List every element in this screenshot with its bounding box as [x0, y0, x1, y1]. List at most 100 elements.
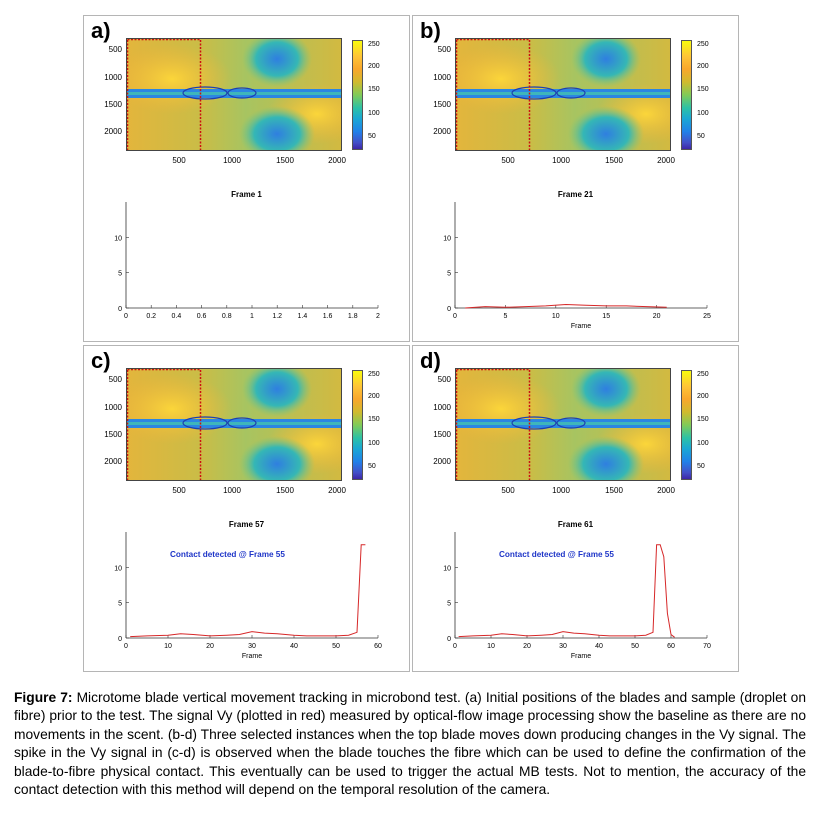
x-axis-label: Frame	[571, 323, 591, 330]
heatmap-y-tick: 1000	[433, 403, 451, 412]
heatmap-x-tick: 2000	[657, 156, 675, 165]
colorbar-tick: 100	[697, 440, 709, 447]
contact-annotation: Contact detected @ Frame 55	[499, 550, 614, 559]
x-tick-label: 70	[703, 643, 711, 650]
heatmap-x-tick: 500	[172, 486, 186, 495]
panel-label: c)	[91, 348, 111, 373]
colorbar-tick: 200	[368, 63, 380, 70]
heatmap-x-tick: 1500	[605, 156, 623, 165]
heatmap-y-tick: 1500	[433, 430, 451, 439]
vy-signal-plot: 0 5 10 0 10 20 30 40 50 60 70 Frame Contact detected…	[443, 532, 711, 660]
x-tick-label: 0.4	[172, 313, 182, 320]
optical-flow-heatmap	[455, 368, 671, 481]
heatmap-x-tick: 1000	[552, 156, 570, 165]
y-tick-label: 0	[447, 636, 451, 643]
colorbar-tick: 100	[697, 110, 709, 117]
heatmap-x-tick: 2000	[328, 486, 346, 495]
vy-signal-plot: 0 5 10 0 10 20 30 40 50 60 Frame Contact detected @…	[114, 532, 382, 660]
frame-title: Frame 61	[557, 520, 594, 529]
heatmap-x-tick: 1500	[276, 486, 294, 495]
colorbar-tick: 150	[368, 86, 380, 93]
x-tick-label: 40	[595, 643, 603, 650]
vy-signal-plot: 0 5 10 0 5 10 15 20 25 Frame	[443, 202, 711, 330]
x-tick-label: 0	[124, 643, 128, 650]
colorbar-tick: 150	[697, 86, 709, 93]
heatmap-y-tick: 1000	[104, 73, 122, 82]
heatmap-x-tick: 2000	[328, 156, 346, 165]
colorbar-tick: 250	[697, 41, 709, 48]
x-tick-label: 10	[552, 313, 560, 320]
x-tick-label: 0.6	[197, 313, 207, 320]
heatmap-x-tick: 2000	[657, 486, 675, 495]
x-tick-label: 10	[487, 643, 495, 650]
x-tick-label: 30	[559, 643, 567, 650]
caption-label: Figure 7:	[14, 690, 73, 705]
frame-title: Frame 1	[231, 190, 262, 199]
x-tick-label: 10	[164, 643, 172, 650]
colorbar-tick: 250	[697, 371, 709, 378]
heatmap-y-tick: 2000	[104, 127, 122, 136]
colorbar-tick: 50	[697, 463, 705, 470]
heatmap-x-tick: 500	[172, 156, 186, 165]
x-axis-label: Frame	[571, 653, 591, 660]
y-tick-label: 10	[114, 235, 122, 242]
x-tick-label: 30	[248, 643, 256, 650]
colorbar-tick: 50	[368, 463, 376, 470]
x-tick-label: 0	[453, 313, 457, 320]
x-tick-label: 5	[503, 313, 507, 320]
frame-title: Frame 57	[228, 520, 265, 529]
vy-signal-line	[458, 544, 675, 638]
caption-text: Microtome blade vertical movement tracki…	[14, 690, 806, 798]
vy-signal-line	[465, 303, 667, 309]
x-tick-label: 60	[667, 643, 675, 650]
heatmap-y-tick: 2000	[433, 457, 451, 466]
colorbar-tick: 100	[368, 440, 380, 447]
panel-b: b) 500 1000 1500 2000 500 1000 1500 2000 250 200 15…	[412, 15, 739, 342]
colorbar-tick: 200	[368, 393, 380, 400]
frame-title: Frame 21	[557, 190, 594, 199]
colorbar	[352, 370, 363, 480]
x-tick-label: 0	[453, 643, 457, 650]
x-tick-label: 0.8	[222, 313, 232, 320]
optical-flow-heatmap	[126, 38, 342, 151]
heatmap-y-tick: 2000	[433, 127, 451, 136]
colorbar-tick: 150	[368, 416, 380, 423]
colorbar	[681, 370, 692, 480]
y-tick-label: 10	[443, 235, 451, 242]
x-tick-label: 40	[290, 643, 298, 650]
heatmap-y-tick: 500	[108, 375, 122, 384]
heatmap-x-tick: 1500	[605, 486, 623, 495]
x-tick-label: 50	[332, 643, 340, 650]
heatmap-y-tick: 1000	[433, 73, 451, 82]
colorbar-tick: 100	[368, 110, 380, 117]
heatmap-x-tick: 500	[501, 486, 515, 495]
x-tick-label: 20	[523, 643, 531, 650]
heatmap-y-tick: 500	[437, 45, 451, 54]
heatmap-y-tick: 1000	[104, 403, 122, 412]
colorbar-tick: 50	[368, 133, 376, 140]
vy-signal-line	[130, 544, 366, 638]
heatmap-x-tick: 1000	[223, 156, 241, 165]
heatmap-y-tick: 2000	[104, 457, 122, 466]
colorbar-tick: 200	[697, 63, 709, 70]
heatmap-y-tick: 1500	[104, 430, 122, 439]
optical-flow-heatmap	[455, 38, 671, 151]
x-axis-label: Frame	[242, 653, 262, 660]
x-tick-label: 0	[124, 313, 128, 320]
colorbar-tick: 200	[697, 393, 709, 400]
y-tick-label: 5	[447, 271, 451, 278]
x-tick-label: 15	[602, 313, 610, 320]
colorbar-tick: 50	[697, 133, 705, 140]
y-tick-label: 10	[114, 565, 122, 572]
heatmap-x-tick: 1000	[223, 486, 241, 495]
panel-label: a)	[91, 18, 111, 43]
contact-annotation: Contact detected @ Frame 55	[170, 550, 285, 559]
heatmap-x-tick: 1000	[552, 486, 570, 495]
panel-c: c) 500 1000 1500 2000 500 1000 1500 2000 250 200 15…	[83, 345, 410, 672]
y-tick-label: 0	[447, 306, 451, 313]
colorbar	[681, 40, 692, 150]
x-tick-label: 1.8	[348, 313, 358, 320]
x-tick-label: 20	[653, 313, 661, 320]
y-tick-label: 0	[118, 306, 122, 313]
x-tick-label: 0.2	[146, 313, 156, 320]
